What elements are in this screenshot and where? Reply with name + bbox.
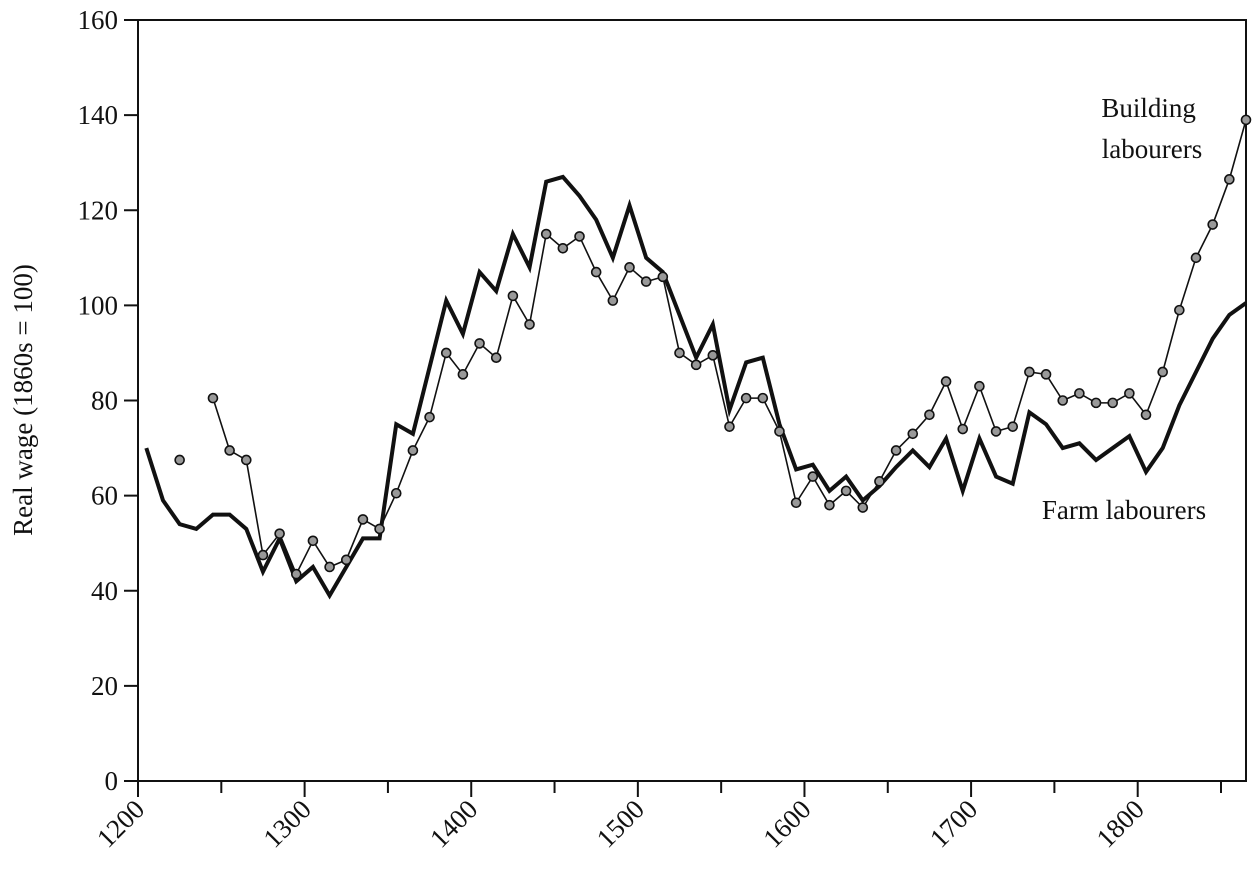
data-point-building xyxy=(757,392,769,404)
data-point-building xyxy=(507,290,519,302)
data-point-building xyxy=(907,428,919,440)
data-point-building xyxy=(324,561,335,573)
data-point-building xyxy=(824,499,835,511)
data-point-building xyxy=(957,423,969,435)
series xyxy=(144,114,1252,600)
data-point-building xyxy=(241,454,252,466)
x-tick-label: 1200 xyxy=(91,794,150,853)
annotation-building-line-2: labourers xyxy=(1102,134,1202,164)
data-point-building xyxy=(1157,366,1168,378)
data-point-building xyxy=(624,262,635,273)
data-point-building xyxy=(307,535,319,547)
data-point-building xyxy=(474,338,485,349)
data-point-building xyxy=(1224,174,1235,185)
data-point-building xyxy=(724,421,735,432)
data-point-building xyxy=(1074,388,1085,399)
data-point-building xyxy=(690,359,702,371)
annotation-building-line-1: Building xyxy=(1101,93,1196,123)
y-tick-label: 60 xyxy=(91,481,118,511)
data-point-building xyxy=(1090,397,1102,409)
data-point-building xyxy=(940,376,952,387)
data-point-building xyxy=(1174,304,1185,316)
series-building xyxy=(174,114,1252,580)
labels: Real wage (1860s = 100) Building laboure… xyxy=(8,93,1206,536)
data-point-building xyxy=(740,392,752,404)
data-point-building xyxy=(207,392,219,404)
x-tick-label: 1700 xyxy=(924,794,983,853)
data-point-building xyxy=(890,445,902,456)
data-point-building xyxy=(990,426,1002,437)
x-tick-label: 1500 xyxy=(591,794,650,853)
data-point-building xyxy=(174,454,185,466)
x-tick-label: 1300 xyxy=(257,794,316,853)
data-point-building xyxy=(1240,114,1252,126)
data-point-building xyxy=(1007,421,1019,432)
data-point-building xyxy=(1057,395,1069,406)
data-point-building xyxy=(774,426,785,437)
y-tick-label: 120 xyxy=(78,195,119,225)
annotation-farm-labourers: Farm labourers xyxy=(1042,495,1206,525)
data-point-building xyxy=(290,568,302,580)
plot-frame xyxy=(137,19,1247,782)
y-tick-label: 0 xyxy=(105,766,119,796)
y-tick-label: 100 xyxy=(78,290,119,320)
data-point-building xyxy=(707,350,719,361)
data-point-building xyxy=(1207,219,1218,230)
data-point-building xyxy=(457,369,469,380)
annotation-building-labourers: Building labourers xyxy=(1101,93,1202,164)
data-point-building xyxy=(490,352,502,363)
data-point-building xyxy=(390,487,402,499)
data-point-building xyxy=(407,445,419,456)
series-line-farm xyxy=(144,174,1248,600)
axes xyxy=(137,19,1247,782)
data-point-building xyxy=(440,347,452,359)
data-point-building xyxy=(657,271,669,283)
data-point-building xyxy=(857,502,869,513)
data-point-building xyxy=(224,445,235,456)
data-point-building xyxy=(790,497,802,509)
data-point-building xyxy=(674,347,685,359)
data-point-building xyxy=(557,243,569,254)
data-point-building xyxy=(574,231,585,242)
data-point-building xyxy=(1140,409,1152,421)
data-point-building xyxy=(540,228,552,240)
data-point-building xyxy=(607,295,619,306)
data-point-building xyxy=(274,528,285,539)
data-point-building xyxy=(1040,369,1052,380)
data-point-building xyxy=(340,554,352,566)
data-point-building xyxy=(1024,366,1035,378)
data-point-building xyxy=(874,476,885,487)
data-point-building xyxy=(807,471,819,482)
data-point-building xyxy=(257,549,269,561)
y-tick-label: 160 xyxy=(78,5,119,35)
data-point-building xyxy=(1107,397,1119,409)
data-point-building xyxy=(974,380,985,392)
data-point-building xyxy=(840,485,852,497)
data-point-building xyxy=(640,276,652,287)
data-point-building xyxy=(924,409,935,421)
data-point-building xyxy=(1190,252,1202,264)
series-farm xyxy=(144,174,1248,600)
data-point-building xyxy=(374,523,385,535)
data-point-building xyxy=(524,319,535,330)
data-point-building xyxy=(357,514,369,525)
data-point-building xyxy=(424,411,435,423)
x-tick-label: 1400 xyxy=(424,794,483,853)
y-tick-label: 20 xyxy=(91,671,118,701)
y-tick-label: 80 xyxy=(91,386,118,416)
data-point-building xyxy=(1124,388,1135,399)
y-axis-title: Real wage (1860s = 100) xyxy=(8,264,38,536)
ticks: 0 20 40 60 80 100 120 140 160 1200 1300 1400 1500 160… xyxy=(78,5,1223,853)
y-tick-label: 140 xyxy=(78,100,119,130)
data-point-building xyxy=(590,266,602,278)
y-tick-label: 40 xyxy=(91,576,118,606)
x-tick-label: 1800 xyxy=(1091,794,1150,853)
x-tick-label: 1600 xyxy=(757,794,816,853)
